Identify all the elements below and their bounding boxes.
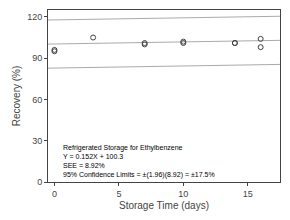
svg-text:0: 0 — [52, 189, 57, 199]
svg-text:0: 0 — [37, 177, 42, 187]
svg-text:30: 30 — [32, 136, 42, 146]
svg-text:120: 120 — [27, 12, 42, 22]
svg-text:15: 15 — [243, 189, 253, 199]
svg-text:Refrigerated Storage for Ethyl: Refrigerated Storage for EthylbenzeneY =… — [63, 144, 215, 179]
svg-text:Storage Time (days): Storage Time (days) — [119, 200, 209, 211]
svg-text:5: 5 — [116, 189, 121, 199]
svg-text:10: 10 — [178, 189, 188, 199]
svg-text:90: 90 — [32, 53, 42, 63]
svg-text:60: 60 — [32, 95, 42, 105]
svg-text:Recovery (%): Recovery (%) — [11, 66, 22, 127]
